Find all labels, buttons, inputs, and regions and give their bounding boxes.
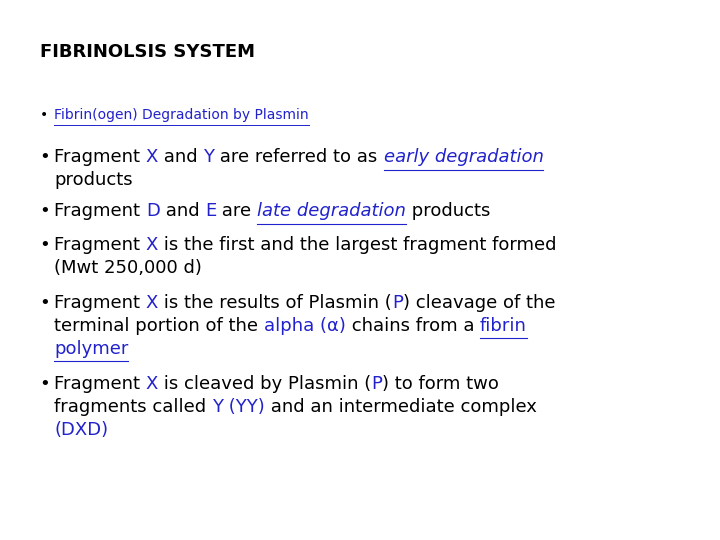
- Text: •: •: [40, 375, 50, 393]
- Text: •: •: [40, 236, 50, 254]
- Text: Fragment: Fragment: [54, 375, 145, 393]
- Text: polymer: polymer: [54, 340, 128, 357]
- Text: X: X: [145, 375, 158, 393]
- Text: and an intermediate complex: and an intermediate complex: [265, 398, 536, 416]
- Text: is cleaved by Plasmin (: is cleaved by Plasmin (: [158, 375, 372, 393]
- Text: and: and: [160, 202, 205, 220]
- Text: fragments called: fragments called: [54, 398, 212, 416]
- Text: ) cleavage of the: ) cleavage of the: [402, 294, 555, 312]
- Text: is the results of Plasmin (: is the results of Plasmin (: [158, 294, 392, 312]
- Text: Fragment: Fragment: [54, 294, 145, 312]
- Text: (DXD): (DXD): [54, 421, 108, 438]
- Text: late degradation: late degradation: [257, 202, 406, 220]
- Text: alpha (α): alpha (α): [264, 317, 346, 335]
- Text: •: •: [40, 108, 48, 122]
- Text: E: E: [205, 202, 216, 220]
- Text: Y (YY): Y (YY): [212, 398, 265, 416]
- Text: P: P: [372, 375, 382, 393]
- Text: Y: Y: [204, 148, 215, 166]
- Text: •: •: [40, 294, 50, 312]
- Text: terminal portion of the: terminal portion of the: [54, 317, 264, 335]
- Text: fibrin: fibrin: [480, 317, 527, 335]
- Text: X: X: [145, 236, 158, 254]
- Text: Fibrin(ogen) Degradation by Plasmin: Fibrin(ogen) Degradation by Plasmin: [54, 108, 309, 122]
- Text: D: D: [145, 202, 160, 220]
- Text: chains from a: chains from a: [346, 317, 480, 335]
- Text: •: •: [40, 148, 50, 166]
- Text: •: •: [40, 202, 50, 220]
- Text: early degradation: early degradation: [384, 148, 544, 166]
- Text: X: X: [145, 294, 158, 312]
- Text: Fragment: Fragment: [54, 202, 145, 220]
- Text: Fragment: Fragment: [54, 148, 145, 166]
- Text: is the first and the largest fragment formed: is the first and the largest fragment fo…: [158, 236, 557, 254]
- Text: products: products: [406, 202, 490, 220]
- Text: P: P: [392, 294, 402, 312]
- Text: and: and: [158, 148, 204, 166]
- Text: products: products: [54, 171, 132, 189]
- Text: are: are: [216, 202, 257, 220]
- Text: Fragment: Fragment: [54, 236, 145, 254]
- Text: X: X: [145, 148, 158, 166]
- Text: FIBRINOLSIS SYSTEM: FIBRINOLSIS SYSTEM: [40, 43, 255, 61]
- Text: are referred to as: are referred to as: [215, 148, 384, 166]
- Text: (Mwt 250,000 d): (Mwt 250,000 d): [54, 259, 202, 276]
- Text: ) to form two: ) to form two: [382, 375, 499, 393]
